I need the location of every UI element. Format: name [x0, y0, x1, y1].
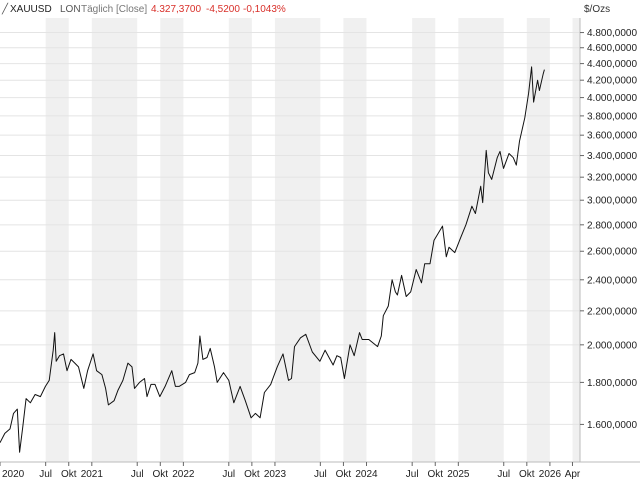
- x-tick-label: Okt: [336, 469, 352, 480]
- y-tick-label: 3.200,0000: [587, 173, 637, 184]
- y-tick-label: 3.400,0000: [587, 151, 637, 162]
- x-tick-label: 2025: [447, 469, 470, 480]
- last-price: 4.327,3700: [151, 4, 201, 15]
- y-axis: 1.600,0000 1.800,0000 2.000,0000 2.200,0000…: [579, 18, 637, 462]
- y-tick-label: 3.800,0000: [587, 111, 637, 122]
- x-tick-label: Jul: [222, 469, 235, 480]
- period-band: [526, 18, 550, 462]
- period-band: [572, 18, 580, 462]
- y-tick-label: 2.800,0000: [587, 220, 637, 231]
- price-change-percent: -0,1043%: [243, 4, 286, 15]
- interval-label: Täglich [Close]: [81, 4, 147, 15]
- x-tick-label: 2024: [355, 469, 378, 480]
- y-tick-label: 4.400,0000: [587, 59, 637, 70]
- x-axis: 2020 Jul Okt 2021 Jul Okt 2022 Jul Okt 2023 Jul Okt…: [0, 461, 640, 480]
- series-group: [0, 66, 545, 453]
- x-tick-label: Okt: [244, 469, 260, 480]
- x-tick-label: Okt: [427, 469, 443, 480]
- x-tick-label: 2021: [81, 469, 104, 480]
- unit-label: $/Ozs: [584, 4, 610, 15]
- chart-type-icon: ╱: [1, 2, 9, 15]
- y-tick-label: 4.600,0000: [587, 43, 637, 54]
- x-tick-label: Okt: [519, 469, 535, 480]
- period-band: [412, 18, 436, 462]
- exchange-label: LON: [60, 4, 81, 15]
- x-tick-label: Jul: [131, 469, 144, 480]
- y-tick-label: 2.400,0000: [587, 275, 637, 286]
- y-tick-label: 1.600,0000: [587, 420, 637, 431]
- x-tick-label: 2020: [2, 469, 25, 480]
- period-band: [458, 18, 504, 462]
- period-bands: [45, 18, 580, 462]
- period-band: [91, 18, 138, 462]
- x-tick-label: Jul: [406, 469, 419, 480]
- price-line: [0, 66, 545, 453]
- y-tick-label: 2.200,0000: [587, 306, 637, 317]
- period-band: [45, 18, 69, 462]
- y-tick-label: 4.200,0000: [587, 76, 637, 87]
- x-tick-label: Jul: [39, 469, 52, 480]
- period-band: [160, 18, 184, 462]
- horizontal-gridlines: [0, 32, 580, 425]
- x-tick-label: 2022: [172, 469, 195, 480]
- x-tick-label: Okt: [61, 469, 77, 480]
- y-tick-label: 3.000,0000: [587, 196, 637, 207]
- price-change: -4,5200: [206, 4, 240, 15]
- x-tick-label: Okt: [153, 469, 169, 480]
- x-tick-label: 2023: [264, 469, 287, 480]
- x-tick-label: Apr: [565, 469, 581, 480]
- header: ╱ XAUUSD LON Täglich [Close] 4.327,3700 …: [1, 2, 610, 15]
- y-tick-label: 3.600,0000: [587, 131, 637, 142]
- y-tick-label: 4.800,0000: [587, 28, 637, 39]
- x-tick-label: 2026: [539, 469, 562, 480]
- period-band: [228, 18, 252, 462]
- period-band: [274, 18, 321, 462]
- header-bar: [0, 0, 640, 16]
- period-band: [343, 18, 367, 462]
- y-tick-label: 2.000,0000: [587, 340, 637, 351]
- symbol-label: XAUUSD: [10, 4, 52, 15]
- y-tick-label: 4.000,0000: [587, 93, 637, 104]
- y-tick-label: 1.800,0000: [587, 378, 637, 389]
- x-tick-label: Jul: [497, 469, 510, 480]
- y-tick-label: 2.600,0000: [587, 247, 637, 258]
- x-tick-label: Jul: [314, 469, 327, 480]
